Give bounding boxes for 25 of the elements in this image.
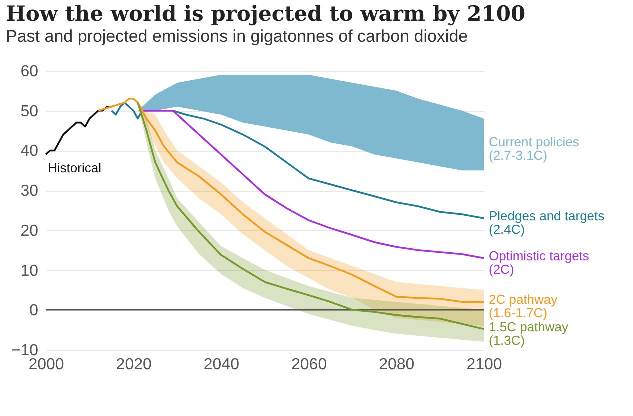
x-tick-label: 2100 [466,356,502,374]
line-series [110,102,485,220]
x-tick-label: 2020 [116,356,152,374]
x-tick-label: 2040 [204,356,240,374]
x-tick-label: 2080 [379,356,415,374]
y-tick-label: 20 [20,222,39,240]
y-tick-label: 60 [20,64,39,80]
series-label: Historical [48,160,102,176]
x-tick-label: 2060 [292,356,328,374]
series-label: 1.5C pathway (1.3C) [489,319,569,348]
x-tick-label: 2000 [28,356,64,374]
line-series [141,110,485,260]
chart-title: How the world is projected to warm by 2100 [6,1,526,26]
series-label: Optimistic targets (2C) [489,248,590,277]
y-tick-label: 0 [30,302,39,320]
line-series [45,106,113,156]
y-tick-label: 40 [20,143,39,160]
y-tick-label: −10 [11,342,39,360]
series-label: Pledges and targets (2.4C) [489,208,606,237]
y-tick-label: 30 [20,183,39,200]
series-label: 2C pathway (1.6-1.7C) [489,292,558,321]
y-tick-label: 50 [20,103,39,120]
chart-subtitle: Past and projected emissions in gigatonnes of carbon dioxide [6,27,468,46]
y-tick-label: 10 [20,262,39,280]
legend-label: Current policies (2.7-3.1C) [489,134,580,164]
